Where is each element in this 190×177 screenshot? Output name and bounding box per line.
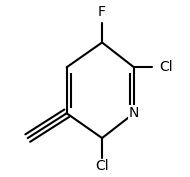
Text: N: N — [129, 106, 139, 120]
Text: F: F — [98, 5, 106, 19]
Text: Cl: Cl — [159, 60, 173, 74]
Text: Cl: Cl — [95, 159, 109, 173]
